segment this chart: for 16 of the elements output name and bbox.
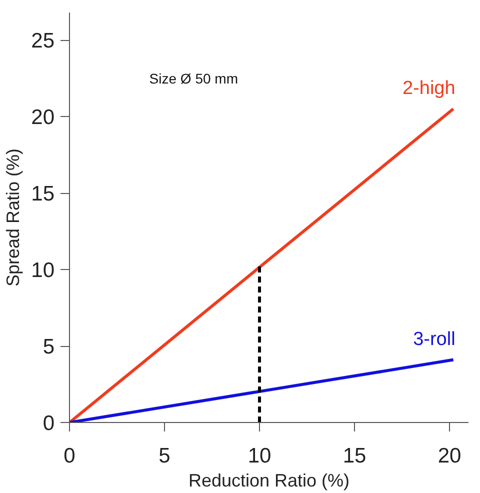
y-tick-label: 20 <box>31 106 54 130</box>
x-tick-label: 15 <box>342 444 366 468</box>
y-tick-label: 0 <box>42 412 55 435</box>
series-label: 3-roll <box>413 328 456 350</box>
annotation: Size Ø 50 mm <box>149 70 238 86</box>
x-tick-label: 20 <box>438 444 462 468</box>
x-tick-label: 10 <box>248 444 272 468</box>
y-axis-title: Spread Ratio (%) <box>3 148 24 287</box>
y-tick-label: 5 <box>42 336 55 359</box>
y-tick-label: 25 <box>31 30 54 53</box>
series-label: 2-high <box>402 78 456 99</box>
x-tick-label: 0 <box>64 444 76 468</box>
x-tick-label: 5 <box>158 444 170 468</box>
y-tick-label: 10 <box>31 259 54 282</box>
x-axis-title: Reduction Ratio (%) <box>188 470 350 490</box>
y-tick-label: 15 <box>31 182 54 206</box>
